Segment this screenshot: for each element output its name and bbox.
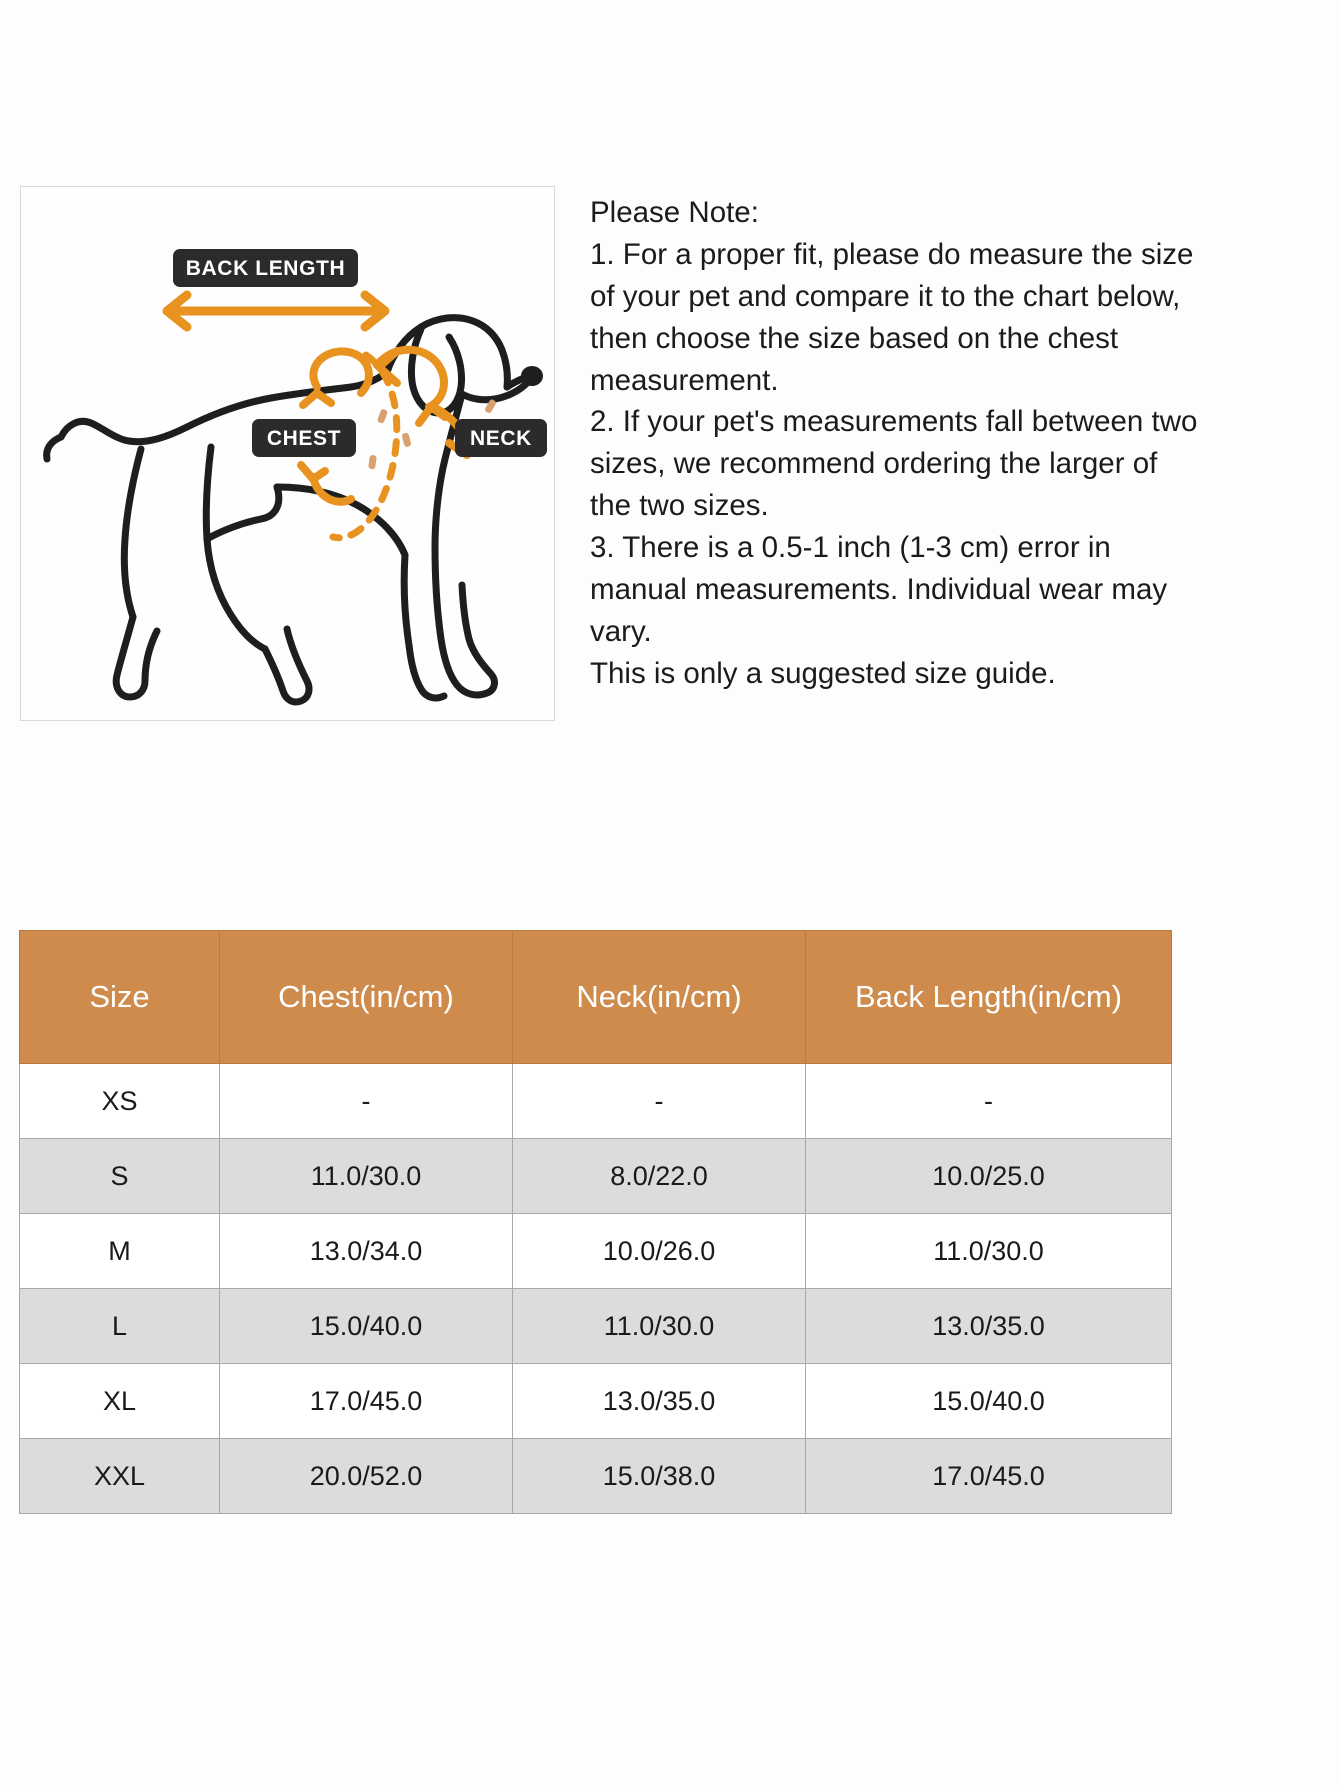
note-item-3: 3. There is a 0.5-1 inch (1-3 cm) error … [590,531,1168,648]
size-chart-body: XS - - - S 11.0/30.0 8.0/22.0 10.0/25.0 … [19,1063,1172,1514]
cell-chest: 17.0/45.0 [219,1363,513,1439]
cell-size: XS [19,1063,220,1139]
table-row: M 13.0/34.0 10.0/26.0 11.0/30.0 [19,1213,1172,1289]
size-chart-table: Size Chest(in/cm) Neck(in/cm) Back Lengt… [19,930,1172,1514]
cell-chest: 20.0/52.0 [219,1438,513,1514]
cell-back-length: 11.0/30.0 [805,1213,1172,1289]
table-row: XXL 20.0/52.0 15.0/38.0 17.0/45.0 [19,1438,1172,1514]
note-footer: This is only a suggested size guide. [590,656,1056,690]
chest-arrow [297,347,373,506]
cell-size: XL [19,1363,220,1439]
cell-chest: 11.0/30.0 [219,1138,513,1214]
cell-neck: 10.0/26.0 [512,1213,806,1289]
note-item-2: 2. If your pet's measurements fall betwe… [590,405,1198,523]
header-row: Size Chest(in/cm) Neck(in/cm) Back Lengt… [19,930,1172,1064]
table-row: S 11.0/30.0 8.0/22.0 10.0/25.0 [19,1138,1172,1214]
cell-size: L [19,1288,220,1364]
note-item-1: 1. For a proper fit, please do measure t… [590,237,1194,397]
dog-illustration-svg [43,290,543,706]
cell-back-length: 10.0/25.0 [805,1138,1172,1214]
table-row: L 15.0/40.0 11.0/30.0 13.0/35.0 [19,1288,1172,1364]
badge-neck: NECK [455,419,547,457]
please-note-block: Please Note: 1. For a proper fit, please… [590,192,1200,695]
badge-chest: CHEST [252,419,356,457]
header-back-length: Back Length(in/cm) [805,930,1172,1064]
badge-back-length: BACK LENGTH [173,249,358,287]
cell-size: XXL [19,1438,220,1514]
cell-chest: 13.0/34.0 [219,1213,513,1289]
note-heading: Please Note: [590,196,759,229]
cell-chest: 15.0/40.0 [219,1288,513,1364]
header-size: Size [19,930,220,1064]
header-neck: Neck(in/cm) [512,930,806,1064]
cell-back-length: - [805,1063,1172,1139]
table-row: XS - - - [19,1063,1172,1139]
dog-measurement-diagram: BACK LENGTH CHEST NECK [20,186,555,721]
cell-neck: 15.0/38.0 [512,1438,806,1514]
header-chest: Chest(in/cm) [219,930,513,1064]
cell-chest: - [219,1063,513,1139]
cell-neck: 8.0/22.0 [512,1138,806,1214]
cell-neck: 11.0/30.0 [512,1288,806,1364]
cell-neck: - [512,1063,806,1139]
cell-back-length: 15.0/40.0 [805,1363,1172,1439]
cell-back-length: 13.0/35.0 [805,1288,1172,1364]
cell-neck: 13.0/35.0 [512,1363,806,1439]
cell-back-length: 17.0/45.0 [805,1438,1172,1514]
cell-size: S [19,1138,220,1214]
table-row: XL 17.0/45.0 13.0/35.0 15.0/40.0 [19,1363,1172,1439]
size-chart-header: Size Chest(in/cm) Neck(in/cm) Back Lengt… [19,930,1172,1064]
back-length-arrow [162,290,390,332]
top-section: BACK LENGTH CHEST NECK Please Note: 1. F… [20,186,1320,731]
cell-size: M [19,1213,220,1289]
